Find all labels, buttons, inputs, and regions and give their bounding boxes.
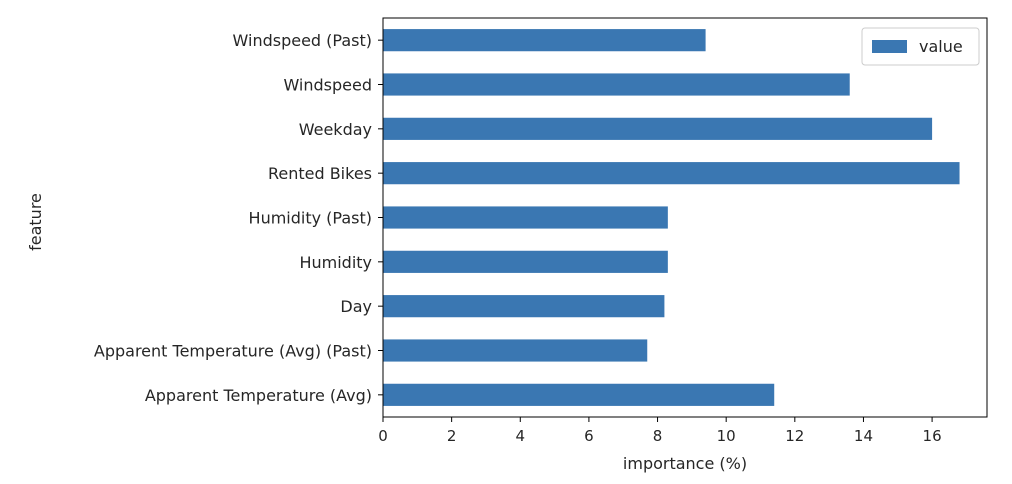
bar: [383, 117, 933, 140]
bar: [383, 250, 668, 273]
legend-frame: [861, 27, 980, 66]
x-tick-label: 6: [584, 427, 594, 445]
x-tick-label: 16: [923, 427, 942, 445]
x-tick-label: 0: [378, 427, 388, 445]
y-axis: Windspeed (Past) Windspeed Weekday Rented B…: [94, 31, 383, 405]
bar: [383, 295, 665, 318]
bars-group: [383, 29, 960, 406]
bar: [383, 339, 648, 362]
y-tick-label: Windspeed: [283, 76, 372, 95]
y-axis-label: feature: [26, 193, 45, 251]
bar: [383, 162, 960, 185]
y-tick-label: Apparent Temperature (Avg) (Past): [94, 342, 372, 361]
x-axis-label: importance (%): [623, 454, 747, 473]
legend-swatch: [872, 40, 907, 53]
y-tick-label: Apparent Temperature (Avg): [145, 386, 372, 405]
x-axis: 0 2 4 6 8 10 12 14 16: [378, 417, 942, 445]
bar: [383, 383, 775, 406]
x-tick-label: 4: [515, 427, 525, 445]
y-tick-label: Humidity (Past): [249, 209, 372, 228]
bar: [383, 73, 850, 96]
y-tick-label: Day: [340, 297, 372, 316]
legend: value: [861, 27, 980, 66]
y-tick-label: Weekday: [299, 120, 372, 139]
x-tick-label: 14: [854, 427, 873, 445]
bar: [383, 29, 706, 52]
legend-series-label: value: [919, 37, 963, 56]
x-tick-label: 12: [785, 427, 804, 445]
y-tick-label: Windspeed (Past): [233, 31, 372, 50]
y-tick-label: Rented Bikes: [268, 164, 372, 183]
x-tick-label: 10: [717, 427, 736, 445]
x-tick-label: 2: [447, 427, 457, 445]
x-tick-label: 8: [653, 427, 663, 445]
bar: [383, 206, 668, 229]
y-tick-label: Humidity: [299, 253, 372, 272]
